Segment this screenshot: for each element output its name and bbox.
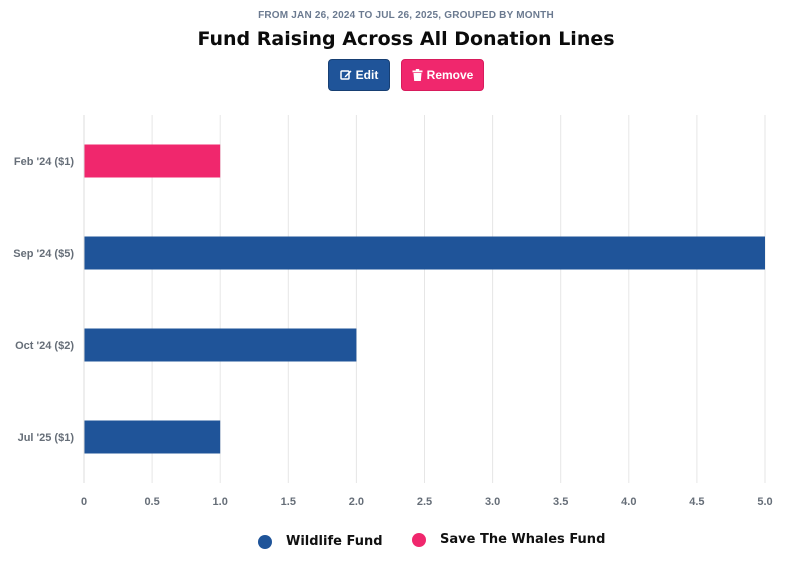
remove-button[interactable]: Remove: [401, 59, 484, 91]
x-tick-label: 4.0: [621, 496, 636, 508]
bar: [84, 328, 357, 362]
chart-subtitle: FROM JAN 26, 2024 TO JUL 26, 2025, GROUP…: [258, 10, 554, 21]
y-tick-label: Sep '24 ($5): [13, 248, 74, 260]
x-tick-label: 2.0: [349, 496, 364, 508]
x-tick-label: 4.5: [689, 496, 704, 508]
chart-legend: Wildlife Fund Save The Whales Fund: [0, 530, 812, 552]
legend-item-whales[interactable]: Save The Whales Fund: [412, 532, 605, 547]
x-tick-label: 3.0: [485, 496, 500, 508]
chart-title: Fund Raising Across All Donation Lines: [197, 28, 615, 50]
y-tick-label: Oct '24 ($2): [15, 340, 74, 352]
x-tick-label: 0: [81, 496, 87, 508]
bar: [84, 144, 221, 178]
legend-swatch-wildlife: [258, 534, 272, 549]
legend-label-wildlife: Wildlife Fund: [286, 534, 383, 549]
edit-icon: [339, 69, 352, 81]
remove-button-label: Remove: [426, 68, 474, 82]
x-tick-label: 1.0: [213, 496, 228, 508]
trash-icon: [412, 69, 423, 81]
x-tick-label: 1.5: [281, 496, 296, 508]
bar: [84, 420, 221, 454]
x-tick-label: 0.5: [144, 496, 159, 508]
legend-item-wildlife[interactable]: Wildlife Fund: [258, 534, 383, 549]
legend-swatch-whales: [412, 532, 426, 547]
legend-label-whales: Save The Whales Fund: [440, 532, 606, 547]
y-tick-label: Feb '24 ($1): [14, 156, 74, 168]
bar: [84, 236, 765, 270]
bar-chart: 0 0.5 1.0 1.5 2.0 2.5 3.0 3.5 4.0 4.5 5.0 Feb '24 (…: [13, 115, 773, 508]
y-tick-label: Jul '25 ($1): [18, 432, 75, 444]
chart-actions: Edit Remove: [0, 59, 812, 91]
x-tick-label: 5.0: [757, 496, 772, 508]
x-tick-label: 2.5: [417, 496, 432, 508]
edit-button-label: Edit: [355, 68, 379, 82]
edit-button[interactable]: Edit: [328, 59, 390, 91]
x-tick-label: 3.5: [553, 496, 568, 508]
